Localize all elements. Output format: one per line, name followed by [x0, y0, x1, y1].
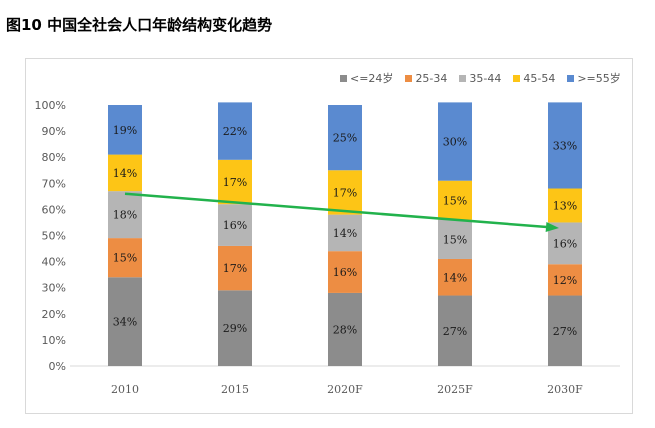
y-tick-label: 30% — [42, 282, 66, 295]
data-label: 16% — [553, 237, 577, 250]
x-tick-label: 2010 — [111, 383, 139, 396]
data-label: 14% — [443, 271, 467, 284]
x-tick-label: 2030F — [547, 383, 583, 396]
y-tick-label: 50% — [42, 230, 66, 243]
y-tick-label: 80% — [42, 151, 66, 164]
data-label: 15% — [443, 194, 467, 207]
bar-segment — [548, 188, 582, 223]
data-label: 18% — [113, 209, 137, 222]
y-tick-label: 60% — [42, 203, 66, 216]
data-label: 27% — [443, 325, 467, 338]
bar-segment — [108, 154, 142, 192]
bar-segment — [218, 245, 252, 291]
legend-swatch — [567, 74, 575, 82]
data-label: 13% — [553, 199, 577, 212]
bar-segment — [218, 290, 252, 366]
data-label: 15% — [443, 233, 467, 246]
legend-item: 45-54 — [513, 70, 555, 86]
data-label: 14% — [113, 167, 137, 180]
legend-label: >=55岁 — [577, 72, 621, 85]
bar-segment — [328, 170, 362, 215]
bar-segment — [218, 159, 252, 205]
y-tick-label: 0% — [49, 360, 66, 373]
x-tick-label: 2020F — [327, 383, 363, 396]
bar-segment — [548, 102, 582, 189]
legend-swatch — [405, 74, 413, 82]
y-tick-label: 10% — [42, 334, 66, 347]
bar-segment — [548, 264, 582, 296]
legend-label: 25-34 — [415, 71, 448, 85]
bar-segment — [328, 105, 362, 171]
y-tick-label: 20% — [42, 308, 66, 321]
data-label: 34% — [113, 316, 137, 329]
x-tick-label: 2015 — [221, 383, 249, 396]
data-label: 25% — [333, 132, 357, 145]
data-label: 17% — [223, 176, 247, 189]
legend-item: 35-44 — [459, 70, 501, 86]
bar-segment — [108, 277, 142, 366]
y-tick-label: 40% — [42, 256, 66, 269]
data-label: 33% — [553, 139, 577, 152]
y-tick-label: 100% — [35, 99, 66, 112]
bar-segment — [438, 295, 472, 366]
legend-item: <=24岁 — [340, 70, 393, 86]
bar-segment — [108, 105, 142, 155]
bar-segment — [328, 292, 362, 366]
legend-swatch — [459, 74, 467, 82]
bar-segment — [218, 102, 252, 160]
data-label: 16% — [333, 266, 357, 279]
data-label: 30% — [443, 136, 467, 149]
legend-swatch — [513, 74, 521, 82]
data-label: 17% — [333, 186, 357, 199]
data-label: 15% — [113, 252, 137, 265]
y-tick-label: 90% — [42, 125, 66, 138]
legend-item: >=55岁 — [567, 70, 621, 86]
bar-segment — [438, 102, 472, 181]
data-label: 27% — [553, 325, 577, 338]
bar-segment — [108, 238, 142, 278]
bar-segment — [438, 219, 472, 259]
data-label: 17% — [223, 262, 247, 275]
trend-arrow-line — [124, 192, 556, 229]
bar-segment — [438, 258, 472, 296]
bar-segment — [548, 295, 582, 366]
trend-arrow-head — [545, 221, 559, 232]
chart-title: 图10 中国全社会人口年龄结构变化趋势 — [6, 16, 273, 34]
data-label: 29% — [223, 322, 247, 335]
bar-segment — [218, 204, 252, 246]
data-label: 22% — [223, 125, 247, 138]
data-label: 12% — [553, 274, 577, 287]
bar-segment — [438, 180, 472, 220]
x-tick-label: 2025F — [437, 383, 473, 396]
data-label: 28% — [333, 323, 357, 336]
data-label: 14% — [333, 227, 357, 240]
legend-swatch — [340, 74, 347, 82]
legend-label: <=24岁 — [350, 72, 394, 85]
legend-label: 35-44 — [469, 71, 502, 85]
legend-item: 25-34 — [405, 70, 447, 86]
chart-legend: <=24岁 25-34 35-44 45-54 >=55岁 — [340, 70, 621, 86]
bar-segment — [108, 191, 142, 239]
legend-label: 45-54 — [523, 71, 556, 85]
bar-segment — [328, 214, 362, 252]
data-label: 19% — [113, 124, 137, 137]
data-label: 16% — [223, 219, 247, 232]
y-tick-label: 70% — [42, 177, 66, 190]
bar-segment — [328, 251, 362, 293]
